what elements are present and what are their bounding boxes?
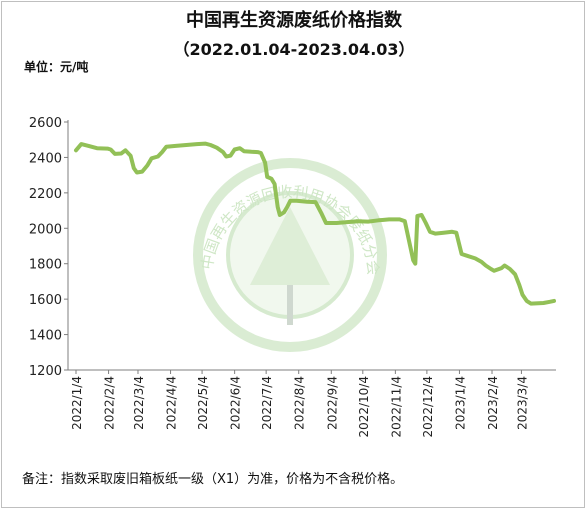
- x-tick-label: 2023/3/4: [515, 376, 529, 430]
- x-tick-label: 2022/8/4: [293, 376, 307, 430]
- watermark-outer-ring: [193, 158, 387, 352]
- x-tick-label: 2022/4/4: [165, 376, 179, 430]
- y-tick-label: 1800: [29, 258, 62, 273]
- x-tick-label: 2022/10/4: [357, 376, 371, 438]
- series-line: [74, 141, 556, 306]
- y-tick-label: 1400: [29, 329, 62, 344]
- x-tick-label: 2022/5/4: [196, 376, 210, 430]
- y-tick-label: 1200: [29, 364, 62, 379]
- y-tick-label: 1600: [29, 293, 62, 308]
- y-tick-label: 2200: [29, 187, 62, 202]
- series-group: [74, 141, 556, 306]
- chart-subtitle: （2022.01.04-2023.04.03）: [173, 40, 415, 59]
- y-tick-label: 2000: [29, 222, 62, 237]
- x-tick-labels: 2022/1/4 2022/2/4 2022/3/4 2022/4/4 2022/5/4…: [70, 376, 529, 438]
- x-tick-label: 2022/9/4: [325, 376, 339, 430]
- y-tick-label: 2600: [29, 116, 62, 131]
- x-tick-label: 2022/7/4: [260, 376, 274, 430]
- chart-title: 中国再生资源废纸价格指数: [186, 10, 402, 31]
- x-tick-label: 2022/12/4: [421, 376, 435, 438]
- x-tick-label: 2022/6/4: [229, 376, 243, 430]
- x-tick-label: 2023/1/4: [453, 376, 467, 430]
- watermark-seal: 中国再生资源回收利用协会废纸分会: [193, 158, 387, 352]
- y-tick-labels: 1200 1400 1600 1800 2000 2200 2400 2600: [29, 116, 62, 379]
- watermark-trunk-icon: [287, 285, 293, 325]
- x-tick-label: 2022/3/4: [132, 376, 146, 430]
- unit-label: 单位：元/吨: [24, 60, 89, 74]
- y-tick-label: 2400: [29, 151, 62, 166]
- x-tick-label: 2023/2/4: [486, 376, 500, 430]
- watermark-tree-icon: [250, 207, 330, 285]
- x-tick-label: 2022/2/4: [103, 376, 117, 430]
- x-tick-label: 2022/11/4: [389, 376, 403, 438]
- footnote: 备注：指数采取废旧箱板纸一级（X1）为准，价格为不含税价格。: [22, 472, 404, 487]
- chart-axes: [64, 120, 556, 374]
- x-tick-label: 2022/1/4: [70, 376, 84, 430]
